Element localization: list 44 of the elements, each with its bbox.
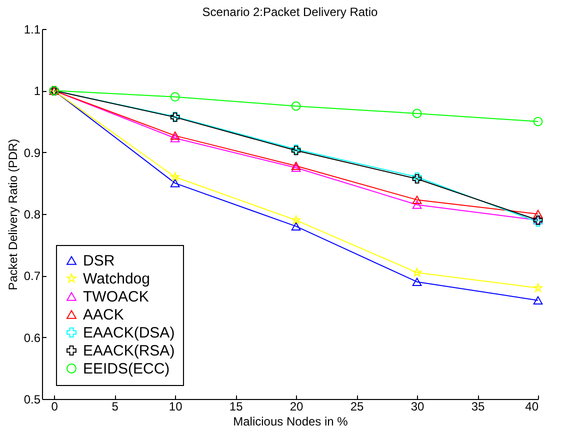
point [412, 108, 422, 118]
legend-label: EEIDS(ECC) [83, 360, 170, 378]
y-tick-label: 1.1 [24, 22, 41, 36]
y-tick-label: 0.9 [24, 146, 41, 160]
y-tick-label: 0.8 [24, 208, 41, 222]
x-axis-title: Malicious Nodes in % [233, 414, 348, 428]
point [412, 278, 422, 286]
x-tick-label: 40 [525, 400, 539, 414]
legend-label: EAACK(DSA) [83, 324, 175, 342]
x-tick-label: 5 [112, 400, 119, 414]
x-tick-label: 25 [350, 400, 364, 414]
point [291, 222, 301, 230]
point [170, 132, 180, 140]
point [533, 296, 543, 304]
legend-label: DSR [83, 252, 115, 270]
point [534, 283, 542, 292]
x-tick-label: 35 [471, 400, 486, 414]
legend-label: EAACK(RSA) [83, 342, 175, 360]
point [170, 134, 180, 142]
point [412, 200, 422, 209]
legend-label: AACK [83, 306, 124, 324]
x-tick-label: 20 [290, 400, 304, 414]
legend-label: TWOACK [83, 288, 149, 306]
legend-label: Watchdog [83, 270, 150, 288]
x-tick-label: 30 [410, 400, 425, 414]
y-tick-label: 0.6 [24, 330, 41, 345]
point [170, 92, 180, 102]
x-tick-label: 10 [168, 400, 183, 414]
y-tick-label: 0.5 [24, 392, 41, 406]
x-tick-label: 15 [229, 400, 244, 414]
point [292, 215, 301, 224]
point [412, 268, 422, 276]
chart-title: Scenario 2:Packet Delivery Ratio [202, 5, 378, 19]
point [170, 172, 180, 181]
y-tick-label: 1 [34, 84, 41, 98]
point [533, 210, 543, 218]
point [291, 164, 301, 172]
y-tick-label: 0.7 [24, 269, 41, 284]
point [291, 101, 301, 111]
point [533, 116, 543, 126]
y-axis-title: Packet Delivery Ratio (PDR) [6, 138, 20, 290]
x-tick-label: 0 [51, 400, 58, 414]
point [170, 179, 180, 188]
point [412, 196, 422, 204]
